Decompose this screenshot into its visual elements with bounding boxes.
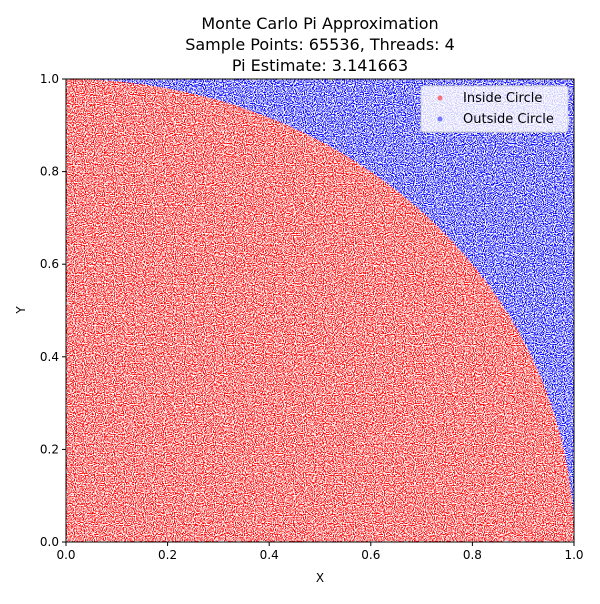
- x-axis-ticks: 0.0 0.2 0.4 0.6 0.8 1.0: [56, 542, 584, 562]
- x-axis-label: X: [316, 571, 324, 585]
- x-tick-label: 0.6: [361, 548, 380, 562]
- chart-title-block: Monte Carlo Pi Approximation Sample Poin…: [185, 14, 455, 75]
- legend-marker-outside-icon: [437, 116, 443, 122]
- legend-label-outside: Outside Circle: [463, 112, 554, 127]
- legend-box: [420, 85, 569, 133]
- legend: Inside Circle Outside Circle: [420, 85, 569, 133]
- plot-frame: [65, 78, 575, 543]
- y-tick-label: 1.0: [40, 72, 59, 86]
- y-axis-ticks: 0.0 0.2 0.4 0.6 0.8 1.0: [40, 72, 66, 549]
- x-tick-label: 0.0: [56, 548, 75, 562]
- y-tick-label: 0.4: [40, 350, 59, 364]
- x-tick-label: 0.8: [463, 548, 482, 562]
- plot-area: [66, 79, 574, 542]
- chart-subtitle-sample-points: Sample Points: 65536, Threads: 4: [185, 35, 455, 54]
- legend-marker-inside-icon: [437, 95, 443, 101]
- y-tick-label: 0.0: [40, 535, 59, 549]
- chart-title: Monte Carlo Pi Approximation: [201, 14, 438, 33]
- x-tick-label: 0.4: [260, 548, 279, 562]
- y-tick-label: 0.6: [40, 257, 59, 271]
- y-tick-label: 0.8: [40, 165, 59, 179]
- x-tick-label: 0.2: [158, 548, 177, 562]
- x-tick-label: 1.0: [564, 548, 583, 562]
- chart-subtitle-pi-estimate: Pi Estimate: 3.141663: [232, 56, 408, 75]
- y-axis-label: Y: [14, 306, 28, 315]
- legend-label-inside: Inside Circle: [463, 91, 542, 106]
- point-speckle-texture: [66, 79, 574, 542]
- y-tick-label: 0.2: [40, 442, 59, 456]
